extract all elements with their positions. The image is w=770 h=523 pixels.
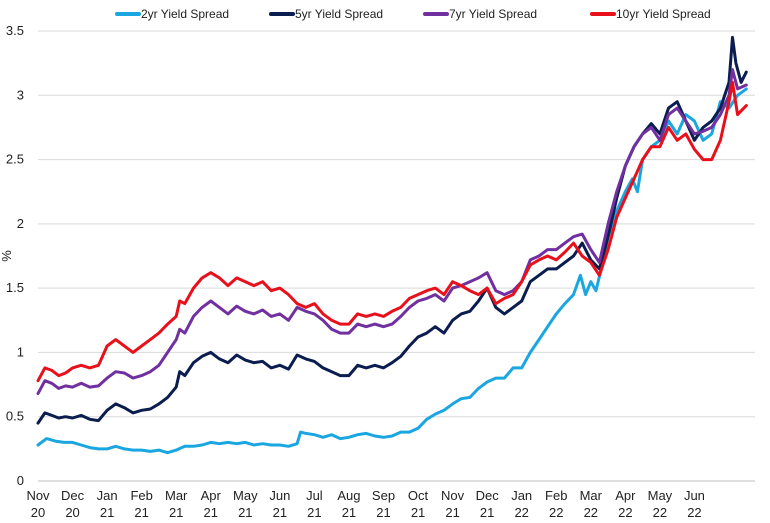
x-tick-month: Apr: [201, 488, 222, 503]
x-tick-month: Jan: [511, 488, 532, 503]
x-tick-14: Jan 22: [511, 488, 532, 520]
x-tick-year: 22: [514, 505, 528, 520]
x-tick-month: Nov: [26, 488, 50, 503]
gridlines: [38, 30, 755, 418]
y-axis: 0 0.5 1 1.5 2 2.5 3 3.5: [6, 23, 24, 488]
legend-item-2: 5yr Yield Spread: [269, 7, 383, 21]
y-tick-label: 3: [17, 87, 24, 102]
x-tick-month: Jan: [97, 488, 118, 503]
x-tick-month: Feb: [130, 488, 152, 503]
y-tick-label: 0.5: [6, 409, 24, 424]
legend-item-3: 7yr Yield Spread: [423, 7, 537, 21]
x-tick-11: Oct 21: [408, 488, 429, 520]
y-tick-label: 3.5: [6, 23, 24, 38]
x-tick-month: May: [648, 488, 673, 503]
x-tick-year: 21: [307, 505, 321, 520]
x-tick-year: 21: [376, 505, 390, 520]
x-tick-year: 21: [134, 505, 148, 520]
series-lines: [36, 35, 748, 455]
x-tick-6: May 21: [233, 488, 258, 520]
x-tick-month: Oct: [408, 488, 429, 503]
x-tick-year: 22: [618, 505, 632, 520]
y-tick-label: 1: [17, 344, 24, 359]
x-tick-year: 21: [342, 505, 356, 520]
legend-item-4: 10yr Yield Spread: [590, 7, 711, 21]
x-tick-year: 22: [653, 505, 667, 520]
series-line-1: [36, 87, 748, 455]
y-axis-title: %: [0, 250, 14, 262]
x-tick-month: Jun: [684, 488, 705, 503]
x-tick-18: May 22: [648, 488, 673, 520]
x-tick-year: 20: [31, 505, 45, 520]
x-tick-month: Jul: [306, 488, 323, 503]
x-tick-year: 22: [584, 505, 598, 520]
x-tick-year: 21: [238, 505, 252, 520]
legend-label: 5yr Yield Spread: [295, 7, 383, 21]
x-tick-19: Jun 22: [684, 488, 705, 520]
x-tick-9: Aug 21: [337, 488, 360, 520]
x-tick-year: 22: [549, 505, 563, 520]
legend-label: 10yr Yield Spread: [616, 7, 711, 21]
series-line-4: [36, 80, 748, 383]
x-tick-month: Dec: [61, 488, 85, 503]
x-tick-month: Jun: [269, 488, 290, 503]
x-tick-month: Mar: [580, 488, 603, 503]
x-tick-year: 21: [411, 505, 425, 520]
x-tick-month: Dec: [476, 488, 500, 503]
x-tick-2: Jan 21: [97, 488, 118, 520]
x-tick-month: Apr: [615, 488, 636, 503]
legend-label: 2yr Yield Spread: [141, 7, 229, 21]
x-tick-5: Apr 21: [201, 488, 222, 520]
x-tick-month: Sep: [372, 488, 395, 503]
y-tick-label: 1.5: [6, 280, 24, 295]
x-tick-year: 21: [445, 505, 459, 520]
x-tick-0: Nov 20: [26, 488, 50, 520]
x-tick-1: Dec 20: [61, 488, 85, 520]
x-tick-8: Jul 21: [306, 488, 323, 520]
x-tick-month: Nov: [441, 488, 465, 503]
x-tick-month: Feb: [545, 488, 567, 503]
x-tick-13: Dec 21: [476, 488, 500, 520]
x-tick-year: 21: [273, 505, 287, 520]
legend-item-1: 2yr Yield Spread: [115, 7, 229, 21]
x-tick-7: Jun 21: [269, 488, 290, 520]
y-tick-label: 2: [17, 216, 24, 231]
x-tick-10: Sep 21: [372, 488, 395, 520]
x-tick-4: Mar 21: [165, 488, 188, 520]
x-tick-year: 21: [100, 505, 114, 520]
x-tick-year: 21: [480, 505, 494, 520]
x-tick-year: 22: [687, 505, 701, 520]
x-tick-3: Feb 21: [130, 488, 152, 520]
y-tick-label: 2.5: [6, 152, 24, 167]
x-axis: Nov 20 Dec 20 Jan 21 Feb 21 Mar 21 Apr 21 May 21 Jun 21…: [26, 480, 755, 520]
x-tick-year: 21: [204, 505, 218, 520]
x-tick-year: 21: [169, 505, 183, 520]
legend-label: 7yr Yield Spread: [449, 7, 537, 21]
x-tick-month: Mar: [165, 488, 188, 503]
x-tick-16: Mar 22: [580, 488, 603, 520]
series-line-3: [36, 68, 748, 396]
y-tick-label: 0: [17, 473, 24, 488]
legend: 2yr Yield Spread 5yr Yield Spread 7yr Yiel…: [115, 7, 711, 21]
x-tick-month: Aug: [337, 488, 360, 503]
x-tick-year: 20: [65, 505, 79, 520]
x-tick-month: May: [233, 488, 258, 503]
x-tick-17: Apr 22: [615, 488, 636, 520]
x-tick-15: Feb 22: [545, 488, 567, 520]
x-tick-12: Nov 21: [441, 488, 465, 520]
